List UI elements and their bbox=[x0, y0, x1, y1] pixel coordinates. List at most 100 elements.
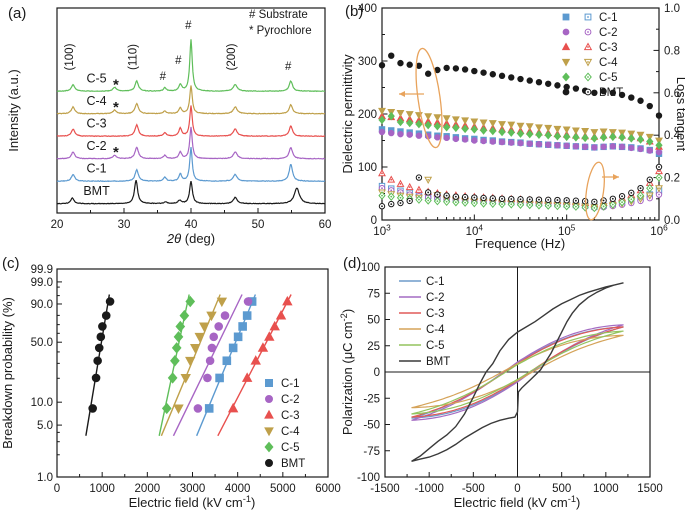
svg-text:30: 30 bbox=[118, 219, 131, 231]
panel-label-c: (c) bbox=[2, 255, 20, 272]
svg-text:# Substrate: # Substrate bbox=[249, 9, 308, 21]
svg-text:60: 60 bbox=[319, 219, 332, 231]
svg-text:0: 0 bbox=[54, 483, 60, 495]
svg-text:50: 50 bbox=[367, 315, 380, 327]
svg-text:1500: 1500 bbox=[637, 483, 663, 495]
svg-text:(200): (200) bbox=[226, 43, 238, 70]
svg-text:50: 50 bbox=[252, 219, 265, 231]
svg-text:C-1: C-1 bbox=[281, 378, 300, 390]
svg-text:100: 100 bbox=[358, 162, 377, 174]
svg-text:20: 20 bbox=[51, 219, 64, 231]
svg-text:-50: -50 bbox=[363, 420, 380, 432]
svg-text:#: # bbox=[185, 20, 192, 32]
svg-text:C-2: C-2 bbox=[281, 394, 300, 406]
svg-text:0: 0 bbox=[514, 483, 520, 495]
svg-text:Intensity (a.u.): Intensity (a.u.) bbox=[6, 69, 21, 151]
svg-text:-100: -100 bbox=[357, 472, 380, 484]
svg-text:C-5: C-5 bbox=[426, 340, 445, 352]
svg-text:C-4: C-4 bbox=[426, 324, 445, 336]
svg-text:0.8: 0.8 bbox=[664, 45, 680, 57]
svg-text:2000: 2000 bbox=[135, 483, 161, 495]
svg-text:99.9: 99.9 bbox=[31, 264, 53, 276]
svg-text:106: 106 bbox=[650, 224, 668, 238]
svg-text:300: 300 bbox=[358, 56, 377, 68]
svg-text:1000: 1000 bbox=[89, 483, 115, 495]
svg-text:BMT: BMT bbox=[599, 87, 623, 99]
svg-text:-25: -25 bbox=[363, 393, 380, 405]
svg-text:10.0: 10.0 bbox=[31, 397, 53, 409]
svg-text:0.4: 0.4 bbox=[664, 130, 681, 142]
svg-text:C-4: C-4 bbox=[599, 57, 618, 69]
svg-text:6000: 6000 bbox=[315, 483, 341, 495]
svg-text:0: 0 bbox=[374, 367, 380, 379]
svg-text:100: 100 bbox=[361, 262, 380, 274]
svg-text:0.2: 0.2 bbox=[664, 173, 680, 185]
svg-text:103: 103 bbox=[373, 224, 391, 238]
svg-text:2θ (deg): 2θ (deg) bbox=[166, 231, 215, 246]
svg-text:BMT: BMT bbox=[83, 184, 110, 198]
svg-text:1.0: 1.0 bbox=[37, 472, 53, 484]
svg-text:0: 0 bbox=[371, 215, 377, 227]
svg-text:(100): (100) bbox=[64, 43, 76, 70]
svg-text:Electric field (kV cm-1): Electric field (kV cm-1) bbox=[129, 494, 256, 510]
panel-label-d: (d) bbox=[343, 255, 362, 272]
svg-text:*: * bbox=[113, 77, 119, 94]
svg-text:C-5: C-5 bbox=[86, 72, 106, 86]
svg-text:C-1: C-1 bbox=[86, 162, 106, 176]
svg-text:C-2: C-2 bbox=[86, 139, 106, 153]
svg-text:*: * bbox=[113, 99, 119, 116]
svg-text:50.0: 50.0 bbox=[31, 337, 53, 349]
svg-text:Loss tangent: Loss tangent bbox=[674, 77, 685, 152]
svg-text:99.0: 99.0 bbox=[31, 277, 53, 289]
svg-text:25: 25 bbox=[367, 341, 380, 353]
svg-text:90.0: 90.0 bbox=[31, 299, 53, 311]
svg-text:Breakdown probability (%): Breakdown probability (%) bbox=[0, 297, 15, 449]
svg-text:C-2: C-2 bbox=[599, 27, 618, 39]
svg-text:-1000: -1000 bbox=[414, 483, 443, 495]
svg-text:40: 40 bbox=[185, 219, 198, 231]
svg-text:C-5: C-5 bbox=[599, 72, 618, 84]
svg-text:Frequence (Hz): Frequence (Hz) bbox=[475, 236, 565, 251]
svg-text:C-4: C-4 bbox=[86, 94, 106, 108]
svg-text:C-3: C-3 bbox=[281, 410, 300, 422]
svg-text:Electric field (kV cm-1): Electric field (kV cm-1) bbox=[454, 494, 581, 510]
svg-text:105: 105 bbox=[558, 224, 576, 238]
svg-text:#: # bbox=[160, 71, 167, 83]
svg-text:75: 75 bbox=[367, 288, 380, 300]
svg-text:C-3: C-3 bbox=[599, 42, 618, 54]
panel-label-b: (b) bbox=[345, 3, 364, 20]
panel-label-a: (a) bbox=[8, 5, 27, 22]
svg-text:BMT: BMT bbox=[426, 356, 450, 368]
svg-text:C-5: C-5 bbox=[281, 442, 300, 454]
svg-text:C-3: C-3 bbox=[426, 308, 445, 320]
svg-text:0.0: 0.0 bbox=[664, 215, 680, 227]
svg-text:5000: 5000 bbox=[270, 483, 296, 495]
svg-text:BMT: BMT bbox=[281, 458, 305, 470]
svg-text:C-1: C-1 bbox=[599, 12, 618, 24]
svg-text:-75: -75 bbox=[363, 446, 380, 458]
svg-text:4000: 4000 bbox=[225, 483, 251, 495]
svg-text:0.6: 0.6 bbox=[664, 88, 680, 100]
svg-text:* Pyrochlore: * Pyrochlore bbox=[249, 25, 312, 37]
svg-text:C-1: C-1 bbox=[426, 276, 445, 288]
svg-text:#: # bbox=[285, 61, 292, 73]
svg-text:(110): (110) bbox=[128, 44, 140, 70]
svg-text:#: # bbox=[175, 55, 182, 67]
svg-text:400: 400 bbox=[358, 3, 377, 15]
svg-text:Dielectric permittivity: Dielectric permittivity bbox=[340, 54, 355, 174]
svg-text:1.0: 1.0 bbox=[664, 3, 680, 15]
svg-text:Polarization (μC cm-2): Polarization (μC cm-2) bbox=[339, 309, 355, 435]
svg-text:1000: 1000 bbox=[593, 483, 619, 495]
svg-text:*: * bbox=[113, 144, 119, 161]
svg-text:C-2: C-2 bbox=[426, 292, 445, 304]
svg-text:104: 104 bbox=[466, 224, 484, 238]
svg-text:5.0: 5.0 bbox=[37, 420, 53, 432]
svg-text:C-3: C-3 bbox=[86, 117, 106, 131]
svg-text:500: 500 bbox=[552, 483, 571, 495]
svg-text:-1500: -1500 bbox=[370, 483, 399, 495]
svg-text:200: 200 bbox=[358, 109, 377, 121]
svg-text:3000: 3000 bbox=[180, 483, 206, 495]
svg-text:-500: -500 bbox=[462, 483, 485, 495]
